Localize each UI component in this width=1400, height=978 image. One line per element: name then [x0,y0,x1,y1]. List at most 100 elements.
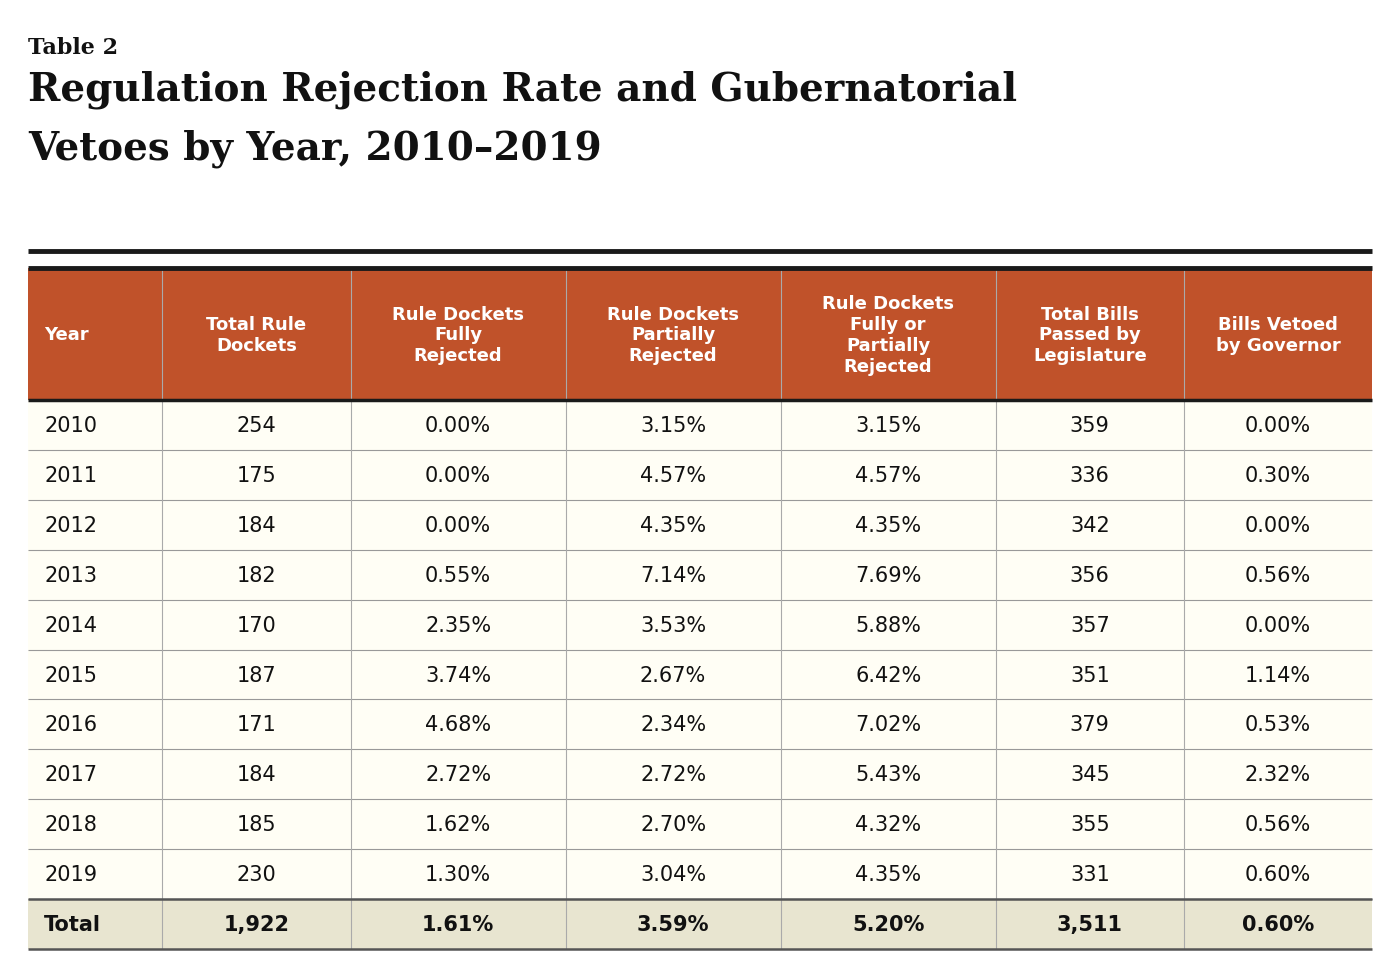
Text: 2.67%: 2.67% [640,665,706,685]
Bar [781,600,995,650]
Bar [566,899,781,949]
Text: 0.56%: 0.56% [1245,815,1310,834]
Text: 3.53%: 3.53% [640,615,706,635]
Text: Total: Total [45,913,101,934]
Text: 4.57%: 4.57% [640,466,706,486]
Text: 2.34%: 2.34% [640,715,706,734]
Text: 379: 379 [1070,715,1110,734]
Bar [162,899,350,949]
Text: 2.72%: 2.72% [426,765,491,784]
Text: 182: 182 [237,565,276,585]
Text: 4.35%: 4.35% [640,515,706,535]
Bar [566,799,781,849]
Bar [781,699,995,749]
Bar [995,699,1184,749]
Text: Total Bills
Passed by
Legislature: Total Bills Passed by Legislature [1033,305,1147,365]
Bar [781,849,995,899]
Bar [995,600,1184,650]
Bar [995,269,1184,401]
Bar [1184,699,1372,749]
Bar [995,451,1184,501]
Text: 356: 356 [1070,565,1110,585]
Bar [162,551,350,600]
Text: 2015: 2015 [45,665,97,685]
Text: 0.00%: 0.00% [426,515,491,535]
Bar [28,451,162,501]
Text: 1.61%: 1.61% [421,913,494,934]
Text: 254: 254 [237,416,276,436]
Text: 0.00%: 0.00% [1245,416,1310,436]
Text: 5.88%: 5.88% [855,615,921,635]
Text: 187: 187 [237,665,276,685]
Bar [162,269,350,401]
Bar [781,650,995,699]
Text: 2014: 2014 [45,615,97,635]
Bar [162,600,350,650]
Text: 184: 184 [237,515,276,535]
Bar [781,749,995,799]
Bar [781,799,995,849]
Bar [28,650,162,699]
Bar [995,551,1184,600]
Text: 3.04%: 3.04% [640,864,706,884]
Text: 342: 342 [1070,515,1110,535]
Bar [162,799,350,849]
Text: 0.00%: 0.00% [1245,615,1310,635]
Bar [995,650,1184,699]
Text: Table 2: Table 2 [28,37,118,59]
Bar [566,551,781,600]
Bar [162,401,350,451]
Text: 0.53%: 0.53% [1245,715,1310,734]
Bar [350,699,566,749]
Text: 184: 184 [237,765,276,784]
Text: 7.02%: 7.02% [855,715,921,734]
Bar [162,451,350,501]
Text: 0.55%: 0.55% [426,565,491,585]
Text: 6.42%: 6.42% [855,665,921,685]
Bar [350,849,566,899]
Bar [781,451,995,501]
Text: 230: 230 [237,864,276,884]
Text: 7.69%: 7.69% [855,565,921,585]
Text: 0.60%: 0.60% [1245,864,1310,884]
Text: 185: 185 [237,815,276,834]
Bar [350,551,566,600]
Bar [28,749,162,799]
Bar [28,551,162,600]
Bar [28,849,162,899]
Bar [566,749,781,799]
Bar [995,849,1184,899]
Text: 336: 336 [1070,466,1110,486]
Bar [350,749,566,799]
Text: 2016: 2016 [45,715,97,734]
Text: 2019: 2019 [45,864,97,884]
Text: 0.60%: 0.60% [1242,913,1315,934]
Bar [1184,600,1372,650]
Bar [28,699,162,749]
Bar [1184,401,1372,451]
Bar [995,401,1184,451]
Text: 4.35%: 4.35% [855,864,921,884]
Bar [1184,749,1372,799]
Text: 359: 359 [1070,416,1110,436]
Bar [1184,799,1372,849]
Text: Bills Vetoed
by Governor: Bills Vetoed by Governor [1215,316,1340,354]
Text: 2010: 2010 [45,416,97,436]
Bar [1184,551,1372,600]
Text: 2017: 2017 [45,765,97,784]
Text: 2018: 2018 [45,815,97,834]
Bar [1184,849,1372,899]
Bar [995,899,1184,949]
Bar [1184,269,1372,401]
Text: Rule Dockets
Fully or
Partially
Rejected: Rule Dockets Fully or Partially Rejected [822,294,955,376]
Bar [350,600,566,650]
Bar [28,501,162,551]
Bar [350,650,566,699]
Bar [781,401,995,451]
Text: 3.15%: 3.15% [855,416,921,436]
Text: 0.00%: 0.00% [426,466,491,486]
Bar [1184,501,1372,551]
Text: 3.15%: 3.15% [640,416,706,436]
Text: 3.59%: 3.59% [637,913,710,934]
Text: 3,511: 3,511 [1057,913,1123,934]
